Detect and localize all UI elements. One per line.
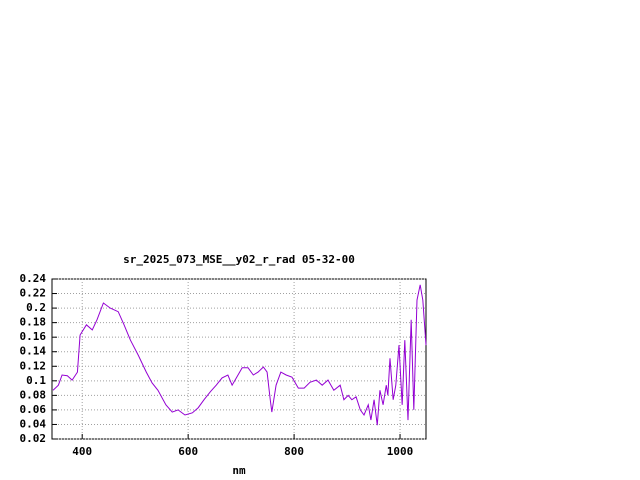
x-tick-label: 600 xyxy=(178,445,198,458)
y-tick-label: 0.04 xyxy=(20,417,47,430)
x-axis-label: nm xyxy=(232,464,246,477)
y-tick-label: 0.18 xyxy=(20,316,47,329)
x-tick-label: 1000 xyxy=(387,445,414,458)
y-tick-label: 0.16 xyxy=(20,330,47,343)
x-tick-label: 400 xyxy=(72,445,92,458)
y-tick-label: 0.06 xyxy=(20,403,47,416)
x-tick-label: 800 xyxy=(284,445,304,458)
y-tick-label: 0.12 xyxy=(20,359,47,372)
y-tick-label: 0.2 xyxy=(26,301,46,314)
y-tick-label: 0.24 xyxy=(20,272,47,285)
y-tick-label: 0.08 xyxy=(20,388,47,401)
y-tick-label: 0.02 xyxy=(20,432,47,445)
y-tick-label: 0.14 xyxy=(20,345,47,358)
data-line xyxy=(52,284,427,426)
chart-title: sr_2025_073_MSE__y02_r_rad 05-32-00 xyxy=(123,253,355,266)
y-tick-label: 0.1 xyxy=(26,374,46,387)
y-tick-label: 0.22 xyxy=(20,287,47,300)
